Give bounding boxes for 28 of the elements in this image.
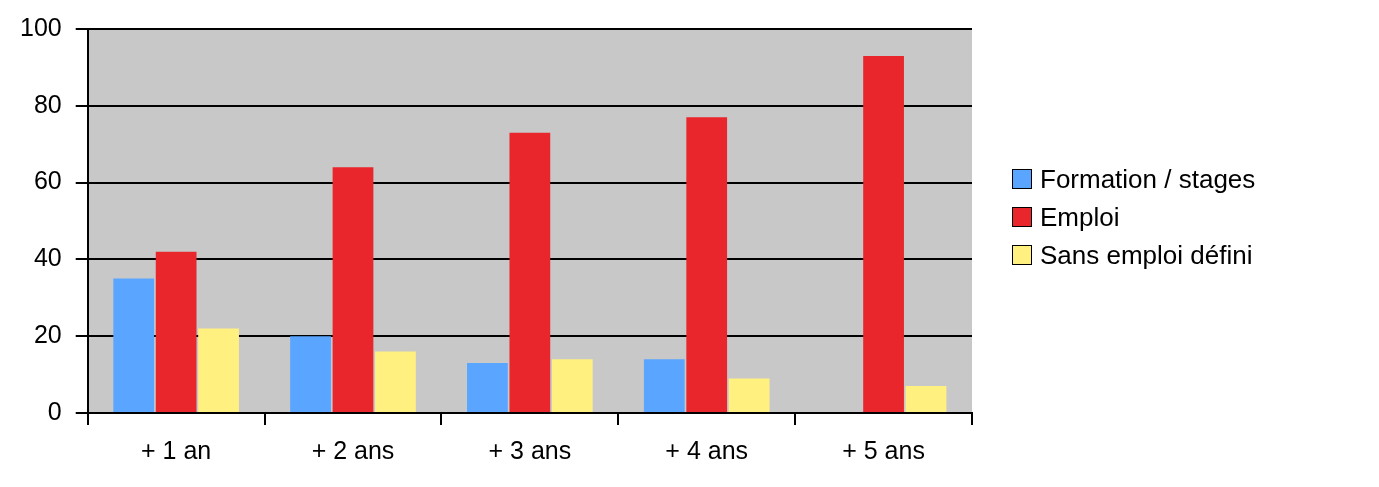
bar [290,336,331,412]
bar [155,251,197,412]
y-tick-label: 0 [47,396,62,425]
x-tick-label: + 2 ans [311,435,395,464]
bar [551,359,593,412]
bar [509,132,551,412]
bar [686,117,728,412]
bar [198,328,239,412]
y-tick-label: 20 [33,320,62,349]
y-tick-label: 60 [33,166,62,195]
y-tick-label: 100 [19,12,62,41]
y-tick-label: 80 [33,89,62,118]
bar [375,351,416,412]
x-tick-label: + 4 ans [665,435,749,464]
bar [863,55,904,412]
x-tick-label: + 1 an [141,435,212,464]
y-tick-label: 40 [33,243,62,272]
legend-label: Sans emploi défini [1040,239,1253,271]
x-tick-label: + 3 ans [488,435,572,464]
bar [467,363,508,412]
bar [113,278,155,412]
bar [905,386,947,412]
bar [332,167,374,412]
bar [643,359,685,412]
legend-label: Formation / stages [1040,163,1256,195]
bar [728,378,770,412]
legend-label: Emploi [1040,201,1120,233]
x-tick-label: + 5 ans [842,435,925,464]
